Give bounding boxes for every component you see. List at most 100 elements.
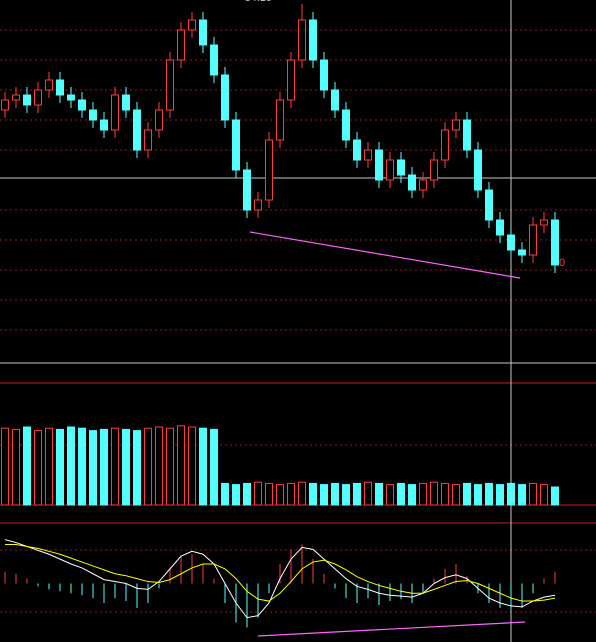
volume-bar xyxy=(177,425,185,506)
volume-bar xyxy=(320,484,328,506)
volume-bar xyxy=(529,482,537,506)
volume-bar xyxy=(441,482,449,506)
marks: 84.15 0 xyxy=(1,0,565,628)
volume-bar xyxy=(287,482,295,506)
candle-body xyxy=(452,119,460,131)
volume-bar xyxy=(452,484,460,506)
volume-bar xyxy=(155,426,163,506)
candle-body xyxy=(419,179,427,191)
candle-body xyxy=(397,159,405,176)
candle-body xyxy=(122,94,130,111)
candle-body xyxy=(12,94,20,101)
volume-bar xyxy=(364,481,372,506)
macd-dif-line xyxy=(4,539,556,619)
candle-body xyxy=(232,119,240,171)
volume-bar xyxy=(507,482,515,506)
volume-bar xyxy=(485,482,493,506)
volume-bar xyxy=(342,484,350,506)
candle-body xyxy=(408,174,416,191)
volume-bar xyxy=(45,427,53,506)
volume-bar xyxy=(331,482,339,506)
candle-body xyxy=(111,94,119,131)
volume-bar xyxy=(232,484,240,506)
volume-bar xyxy=(386,484,394,506)
volume-bar xyxy=(67,426,75,506)
volume-bar xyxy=(551,486,559,506)
candle-body xyxy=(298,19,306,61)
volume-bar xyxy=(496,484,504,506)
candle-body xyxy=(166,59,174,111)
candle-body xyxy=(463,119,471,151)
candle-body xyxy=(386,159,394,181)
candle-body xyxy=(496,219,504,236)
candle-body xyxy=(309,19,317,61)
candle-body xyxy=(100,119,108,131)
candle-body xyxy=(507,234,515,251)
volume-bar xyxy=(166,427,174,506)
candle-body xyxy=(529,224,537,256)
candle-body xyxy=(243,169,251,211)
candle-body xyxy=(551,219,559,266)
volume-bar xyxy=(243,482,251,506)
volume-bar xyxy=(463,482,471,506)
low-label: 0 xyxy=(559,257,565,269)
candle-body xyxy=(56,79,64,96)
candle-body xyxy=(177,29,185,61)
candle-body xyxy=(133,109,141,151)
volume-bar xyxy=(353,482,361,506)
volume-bar xyxy=(474,484,482,506)
candle-body xyxy=(23,94,31,106)
volume-bar xyxy=(133,430,141,506)
volume-bar xyxy=(540,484,548,506)
volume-bar xyxy=(375,482,383,506)
volume-bar xyxy=(265,482,273,506)
volume-bar xyxy=(309,482,317,506)
candle-body xyxy=(221,74,229,121)
candle-body xyxy=(89,109,97,121)
macd-dea-line xyxy=(5,544,556,602)
candle-body xyxy=(364,149,372,161)
volume-bar xyxy=(56,428,64,506)
grid xyxy=(0,29,596,613)
volume-bar xyxy=(122,428,130,506)
volume-bar xyxy=(78,427,86,506)
divergence-line xyxy=(249,231,521,279)
volume-bar xyxy=(518,484,526,506)
candle-body xyxy=(375,149,383,181)
volume-bar xyxy=(188,426,196,506)
volume-bar xyxy=(210,428,218,506)
candle-body xyxy=(287,59,295,101)
volume-bar xyxy=(276,484,284,506)
volume-bar xyxy=(221,482,229,506)
candle-body xyxy=(67,94,75,101)
candle-body xyxy=(430,159,438,181)
candle-body xyxy=(45,79,53,91)
candle-body xyxy=(474,149,482,191)
volume-bar xyxy=(408,484,416,506)
candle-body xyxy=(320,59,328,91)
volume-bar xyxy=(397,482,405,506)
divergence-line xyxy=(257,621,526,637)
volume-bar xyxy=(12,428,20,506)
candle-body xyxy=(331,89,339,111)
volume-bar xyxy=(419,482,427,506)
candle-body xyxy=(210,44,218,76)
candle-body xyxy=(188,19,196,31)
volume-bar xyxy=(144,427,152,506)
high-label: 84.15 xyxy=(244,0,272,4)
candle-body xyxy=(155,109,163,131)
candle-body xyxy=(518,249,526,256)
candle-body xyxy=(254,199,262,211)
volume-bar xyxy=(1,427,9,506)
candle-body xyxy=(199,19,207,46)
volume-bar xyxy=(254,481,262,506)
candle-body xyxy=(353,139,361,161)
volume-bar xyxy=(199,427,207,506)
candle-body xyxy=(265,139,273,201)
candle-body xyxy=(144,129,152,151)
volume-bar xyxy=(23,426,31,506)
candle-body xyxy=(34,89,42,106)
candle-body xyxy=(485,189,493,221)
